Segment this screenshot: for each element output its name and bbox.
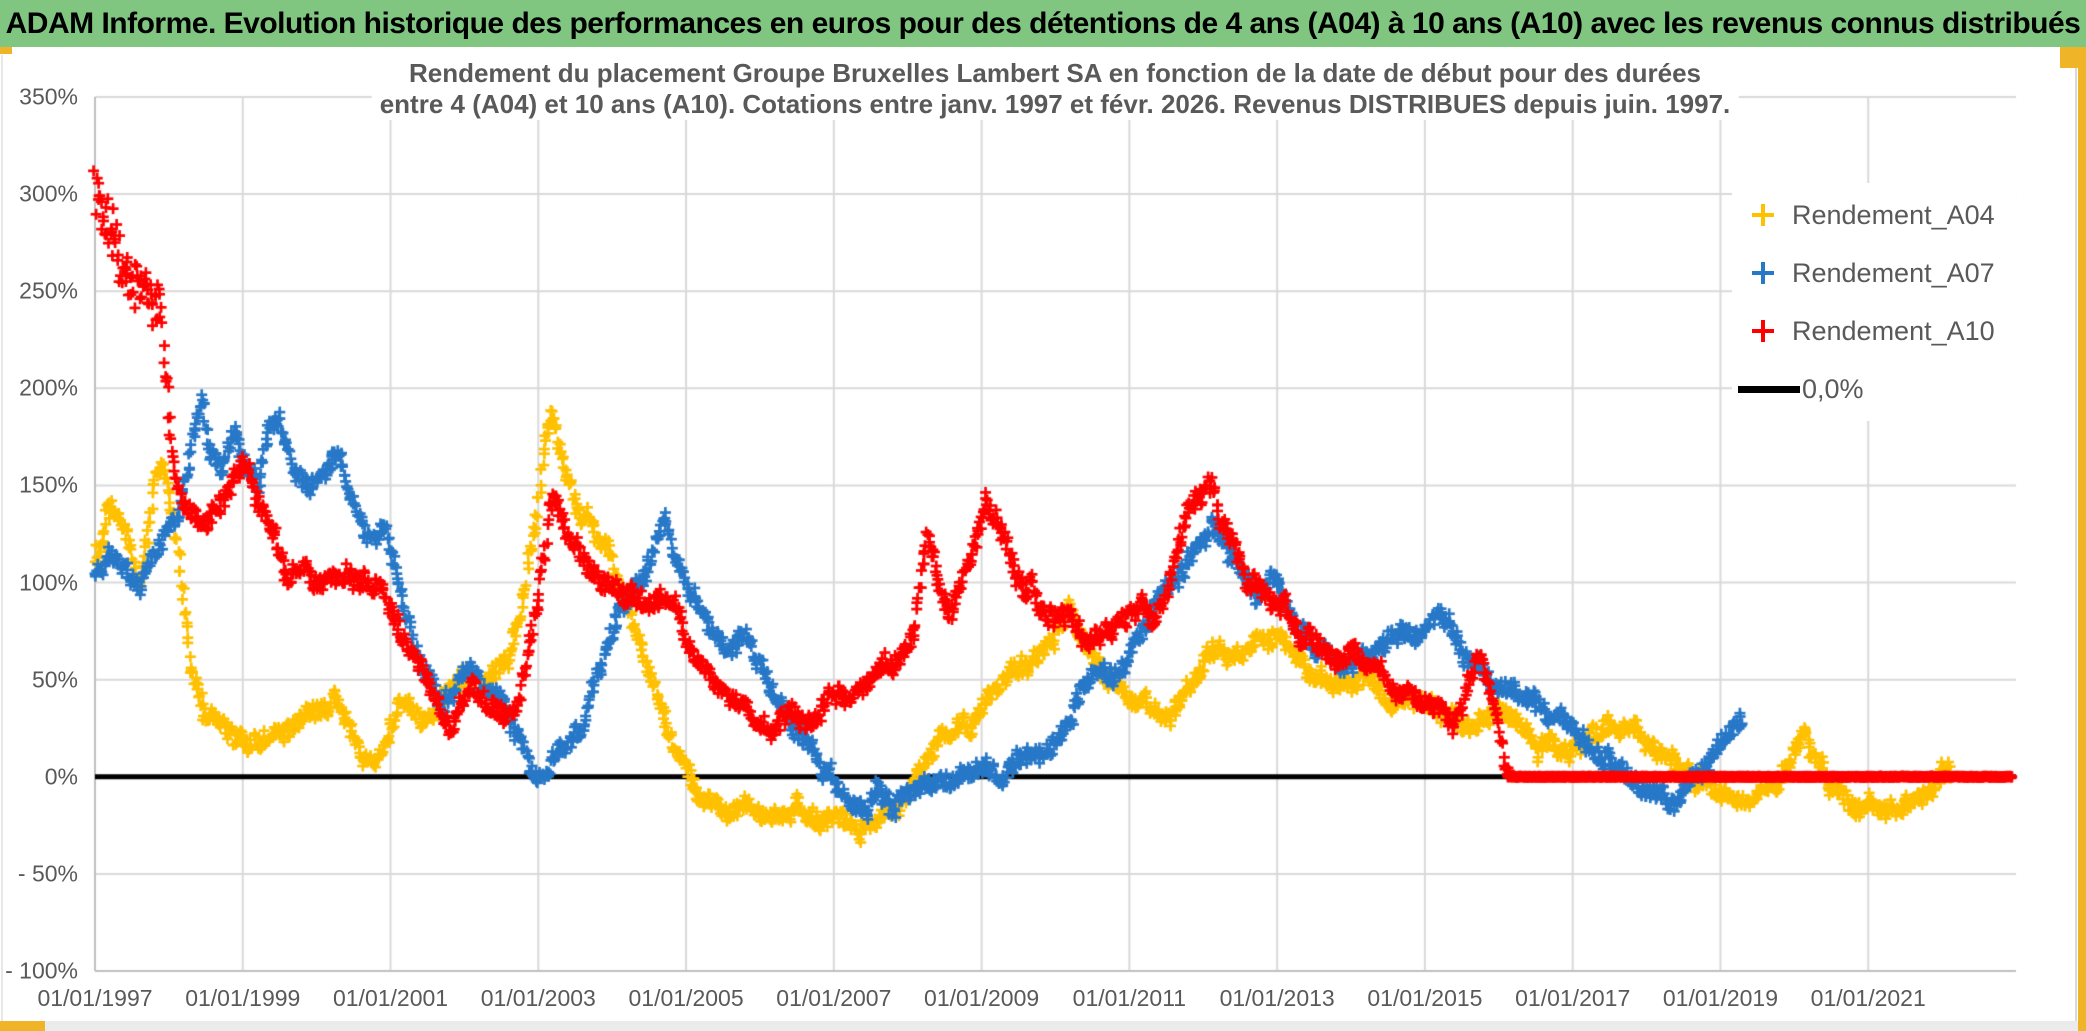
gold-handle-bottom-left[interactable] xyxy=(0,1021,45,1031)
x-axis-tick-label: 01/01/2003 xyxy=(480,985,596,1011)
chart-left-border xyxy=(1,55,3,1021)
chart-legend[interactable]: Rendement_A04 Rendement_A07 Rendement_A1… xyxy=(1732,183,2016,421)
y-axis-tick-label: 100% xyxy=(19,569,78,596)
y-axis-tick-label: 200% xyxy=(19,374,78,401)
legend-item-zero-line[interactable]: 0,0% xyxy=(1732,363,2016,415)
y-axis-tick-label: - 100% xyxy=(5,957,78,984)
y-axis-tick-label: 0% xyxy=(44,763,78,790)
plus-marker-icon xyxy=(1748,258,1778,288)
x-axis-tick-label: 01/01/2013 xyxy=(1219,985,1335,1011)
x-axis-tick-label: 01/01/2009 xyxy=(924,985,1040,1011)
x-axis-tick-label: 01/01/2011 xyxy=(1072,985,1187,1011)
y-axis-tick-label: 50% xyxy=(31,666,78,693)
plus-marker-icon xyxy=(1748,200,1778,230)
legend-label: Rendement_A04 xyxy=(1792,199,1995,230)
x-axis-tick-label: 01/01/1999 xyxy=(185,985,301,1011)
legend-item-a10[interactable]: Rendement_A10 xyxy=(1732,305,2016,357)
x-axis-tick-label: 01/01/2015 xyxy=(1367,985,1483,1011)
x-axis-tick-label: 01/01/2007 xyxy=(776,985,892,1011)
gold-edge-right[interactable] xyxy=(2078,47,2086,1031)
y-axis-tick-label: 250% xyxy=(19,277,78,304)
chart-title-line2: entre 4 (A04) et 10 ans (A10). Cotations… xyxy=(371,89,1739,120)
x-axis-tick-label: 01/01/2001 xyxy=(332,985,449,1011)
x-axis-tick-label: 01/01/1997 xyxy=(37,985,153,1011)
chart-right-border xyxy=(2075,55,2077,1022)
chart-title-line1: Rendement du placement Groupe Bruxelles … xyxy=(400,58,1710,89)
plus-marker-icon xyxy=(1748,316,1778,346)
x-axis-tick-label: 01/01/2021 xyxy=(1810,985,1926,1011)
legend-label: 0,0% xyxy=(1802,373,1864,404)
legend-label: Rendement_A10 xyxy=(1792,315,1995,346)
y-axis-tick-label: 300% xyxy=(19,180,78,207)
x-axis-tick-label: 01/01/2019 xyxy=(1662,985,1779,1011)
legend-item-a04[interactable]: Rendement_A04 xyxy=(1732,189,2016,241)
legend-label: Rendement_A07 xyxy=(1792,257,1995,288)
y-axis-tick-label: - 50% xyxy=(17,860,78,887)
y-axis-tick-label: 350% xyxy=(19,83,78,110)
y-axis-tick-label: 150% xyxy=(19,471,78,498)
x-axis-tick-label: 01/01/2017 xyxy=(1515,985,1631,1011)
x-axis-tick-label: 01/01/2005 xyxy=(628,985,744,1011)
zero-line-swatch xyxy=(1738,385,1800,393)
bottom-strip xyxy=(0,1021,2086,1031)
gold-handle-top-left[interactable] xyxy=(0,47,12,54)
legend-item-a07[interactable]: Rendement_A07 xyxy=(1732,247,2016,299)
